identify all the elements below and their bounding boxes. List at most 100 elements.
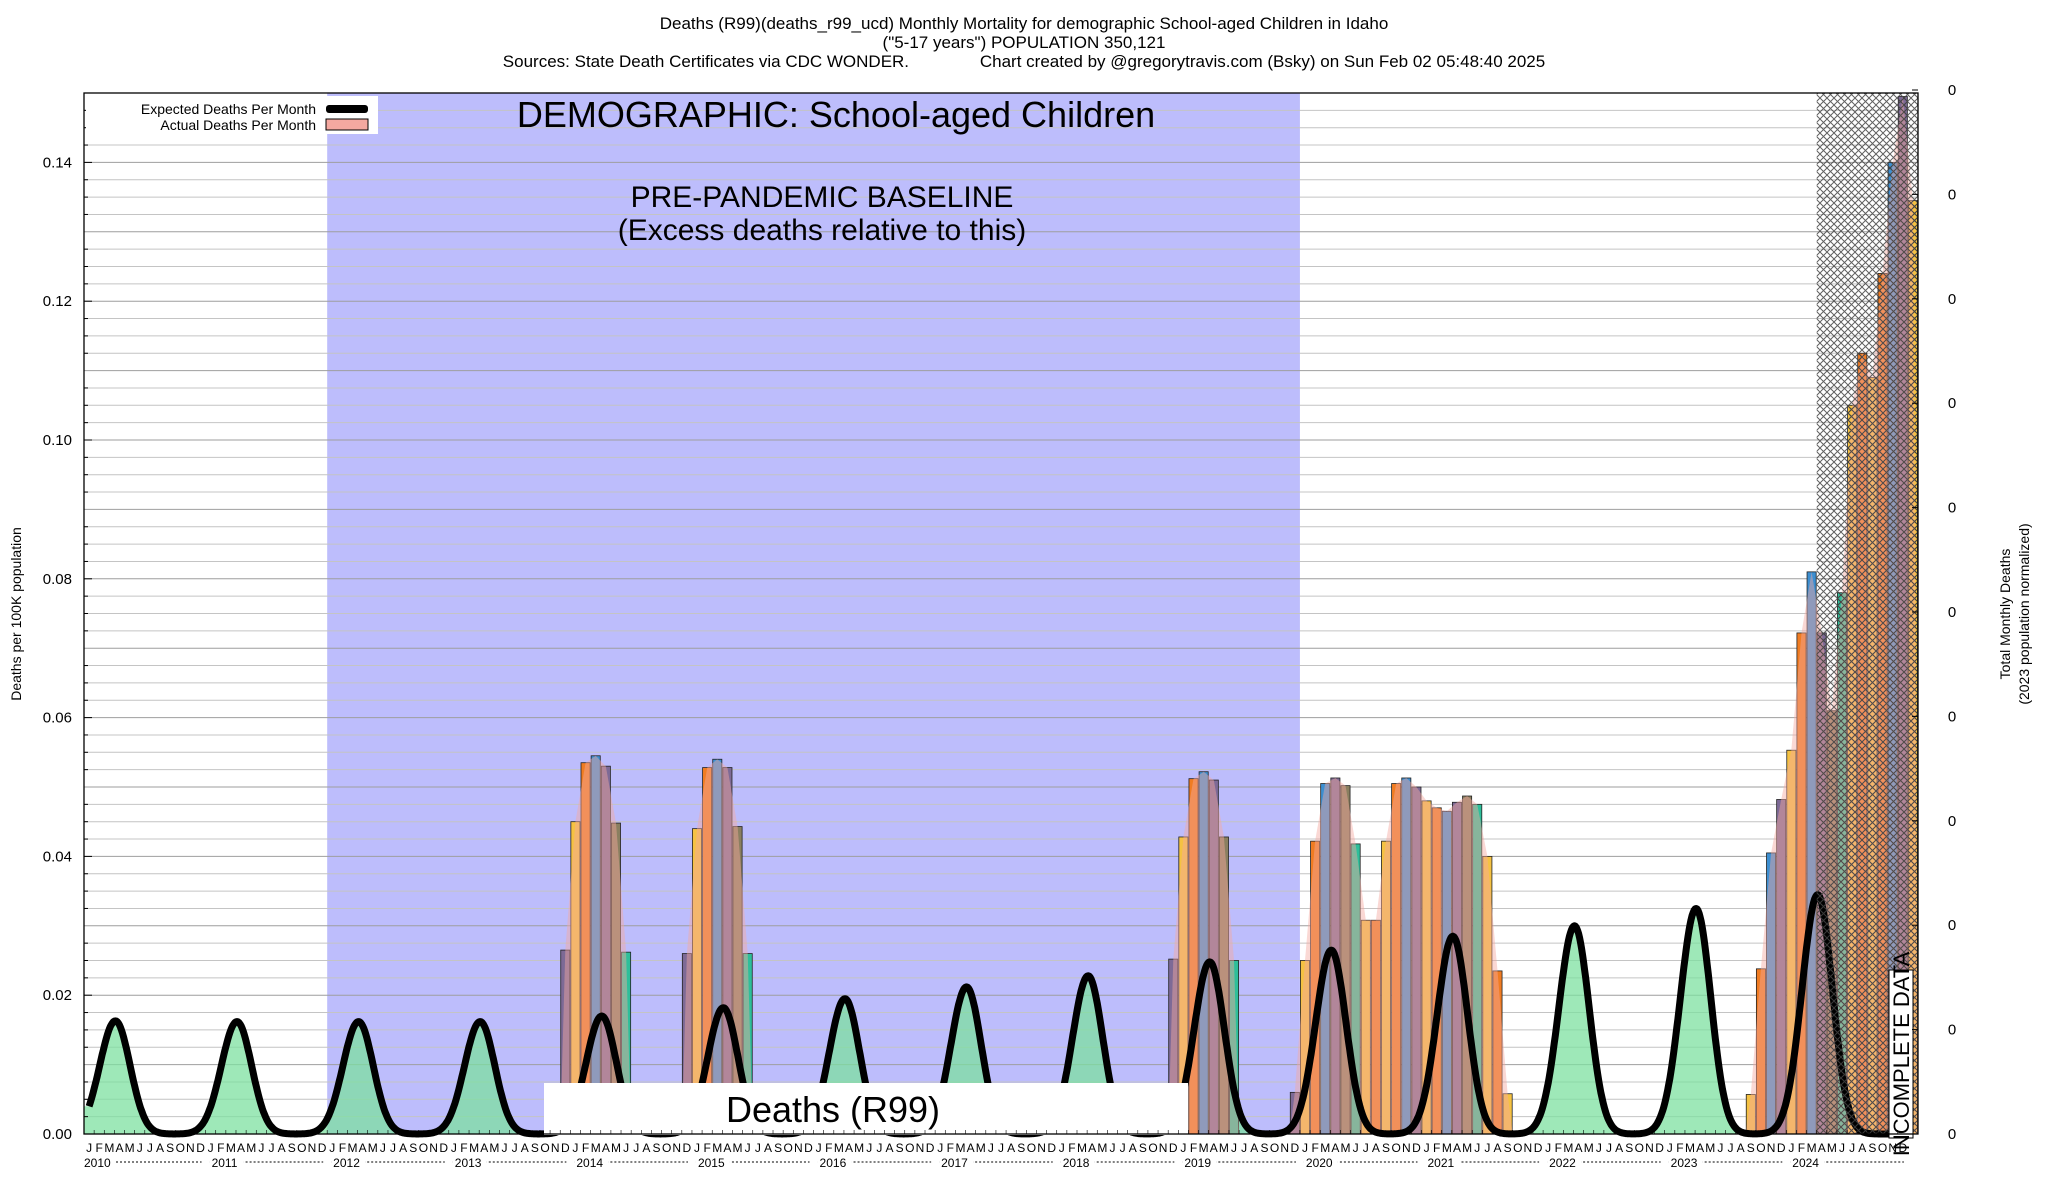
cause-label-box — [544, 1083, 1188, 1135]
x-month-label: D — [1655, 1141, 1664, 1155]
x-month-label: M — [712, 1141, 722, 1155]
x-month-label: J — [1717, 1141, 1723, 1155]
incomplete-label-box — [1888, 969, 1914, 1139]
year-label-bg — [452, 1155, 487, 1169]
year-label-bg — [331, 1155, 366, 1169]
baseline-label: PRE-PANDEMIC BASELINE — [631, 181, 1014, 214]
x-month-label: S — [652, 1141, 660, 1155]
x-month-label: J — [390, 1141, 396, 1155]
legend-swatch-actual — [325, 118, 369, 131]
x-month-label: O — [905, 1141, 914, 1155]
y-tick-label: 0.10 — [43, 432, 72, 449]
x-month-label: J — [1120, 1141, 1126, 1155]
y-tick-label: 0.08 — [43, 571, 72, 588]
y2-tick-label: 0 — [1948, 82, 1956, 99]
x-month-label: M — [733, 1141, 743, 1155]
x-month-label: O — [540, 1141, 549, 1155]
y2-tick-label: 0 — [1948, 291, 1956, 308]
x-month-label: J — [1606, 1141, 1612, 1155]
x-month-label: D — [196, 1141, 205, 1155]
x-month-label: A — [1493, 1141, 1501, 1155]
x-month-label: A — [521, 1141, 529, 1155]
x-month-label: M — [125, 1141, 135, 1155]
x-month-label: M — [976, 1141, 986, 1155]
x-month-label: M — [1462, 1141, 1472, 1155]
x-month-label: S — [1260, 1141, 1268, 1155]
x-month-label: A — [1453, 1141, 1461, 1155]
x-month-label: D — [926, 1141, 935, 1155]
x-month-label: M — [1341, 1141, 1351, 1155]
x-month-label: F — [1798, 1141, 1805, 1155]
x-month-label: J — [502, 1141, 508, 1155]
x-month-label: M — [591, 1141, 601, 1155]
x-month-label: N — [672, 1141, 681, 1155]
x-month-label: A — [1250, 1141, 1258, 1155]
x-year-label: 2022 — [1549, 1156, 1576, 1170]
x-month-label: M — [1320, 1141, 1330, 1155]
x-month-label: N — [308, 1141, 317, 1155]
x-month-label: J — [1109, 1141, 1115, 1155]
x-year-label: 2023 — [1671, 1156, 1698, 1170]
x-month-label: A — [845, 1141, 853, 1155]
x-month-label: A — [115, 1141, 123, 1155]
x-month-label: O — [1270, 1141, 1279, 1155]
x-month-label: J — [329, 1141, 335, 1155]
x-month-label: D — [1777, 1141, 1786, 1155]
x-month-label: S — [1139, 1141, 1147, 1155]
year-label-bg — [1790, 1155, 1825, 1169]
x-month-label: S — [896, 1141, 904, 1155]
x-year-label: 2010 — [84, 1156, 111, 1170]
year-label-bg — [939, 1155, 974, 1169]
x-month-label: M — [955, 1141, 965, 1155]
x-month-label: J — [258, 1141, 264, 1155]
x-month-label: M — [368, 1141, 378, 1155]
x-year-label: 2021 — [1428, 1156, 1455, 1170]
x-month-label: F — [947, 1141, 954, 1155]
x-month-label: F — [825, 1141, 832, 1155]
chart-sources-credit: Sources: State Death Certificates via CD… — [502, 52, 1546, 71]
x-month-label: S — [409, 1141, 417, 1155]
x-month-label: J — [1484, 1141, 1490, 1155]
x-month-label: D — [1047, 1141, 1056, 1155]
x-month-label: J — [1241, 1141, 1247, 1155]
x-month-label: S — [288, 1141, 296, 1155]
incomplete-label: INCOMPLETE DATA — [1889, 951, 1914, 1156]
x-month-label: M — [246, 1141, 256, 1155]
year-label-bg — [209, 1155, 244, 1169]
x-month-label: J — [208, 1141, 214, 1155]
x-month-label: J — [1059, 1141, 1065, 1155]
x-month-label: A — [764, 1141, 772, 1155]
x-month-label: D — [561, 1141, 570, 1155]
y2-tick-label: 0 — [1948, 1126, 1956, 1143]
x-month-label: N — [1159, 1141, 1168, 1155]
x-month-label: F — [1068, 1141, 1075, 1155]
x-month-label: F — [1190, 1141, 1197, 1155]
x-month-label: J — [512, 1141, 518, 1155]
x-month-label: A — [1575, 1141, 1583, 1155]
y2-tick-label: 0 — [1948, 813, 1956, 830]
x-month-label: A — [1696, 1141, 1704, 1155]
x-year-label: 2024 — [1792, 1156, 1819, 1170]
x-month-label: D — [683, 1141, 692, 1155]
x-month-label: N — [1645, 1141, 1654, 1155]
x-month-label: A — [1372, 1141, 1380, 1155]
x-month-label: A — [642, 1141, 650, 1155]
x-month-label: N — [186, 1141, 195, 1155]
x-year-label: 2018 — [1063, 1156, 1090, 1170]
x-month-label: O — [1756, 1141, 1765, 1155]
x-month-label: M — [854, 1141, 864, 1155]
baseline-sublabel: (Excess deaths relative to this) — [618, 214, 1027, 247]
x-month-label: A — [156, 1141, 164, 1155]
x-month-label: N — [1280, 1141, 1289, 1155]
legend-label: Expected Deaths Per Month — [141, 101, 316, 117]
x-month-label: M — [1097, 1141, 1107, 1155]
y2-tick-label: 0 — [1948, 500, 1956, 517]
x-month-label: O — [1148, 1141, 1157, 1155]
x-month-label: O — [662, 1141, 671, 1155]
x-month-label: J — [1839, 1141, 1845, 1155]
x-month-label: M — [348, 1141, 358, 1155]
y-tick-label: 0.04 — [43, 848, 72, 865]
x-month-label: J — [998, 1141, 1004, 1155]
x-month-label: M — [1077, 1141, 1087, 1155]
x-month-label: J — [1363, 1141, 1369, 1155]
